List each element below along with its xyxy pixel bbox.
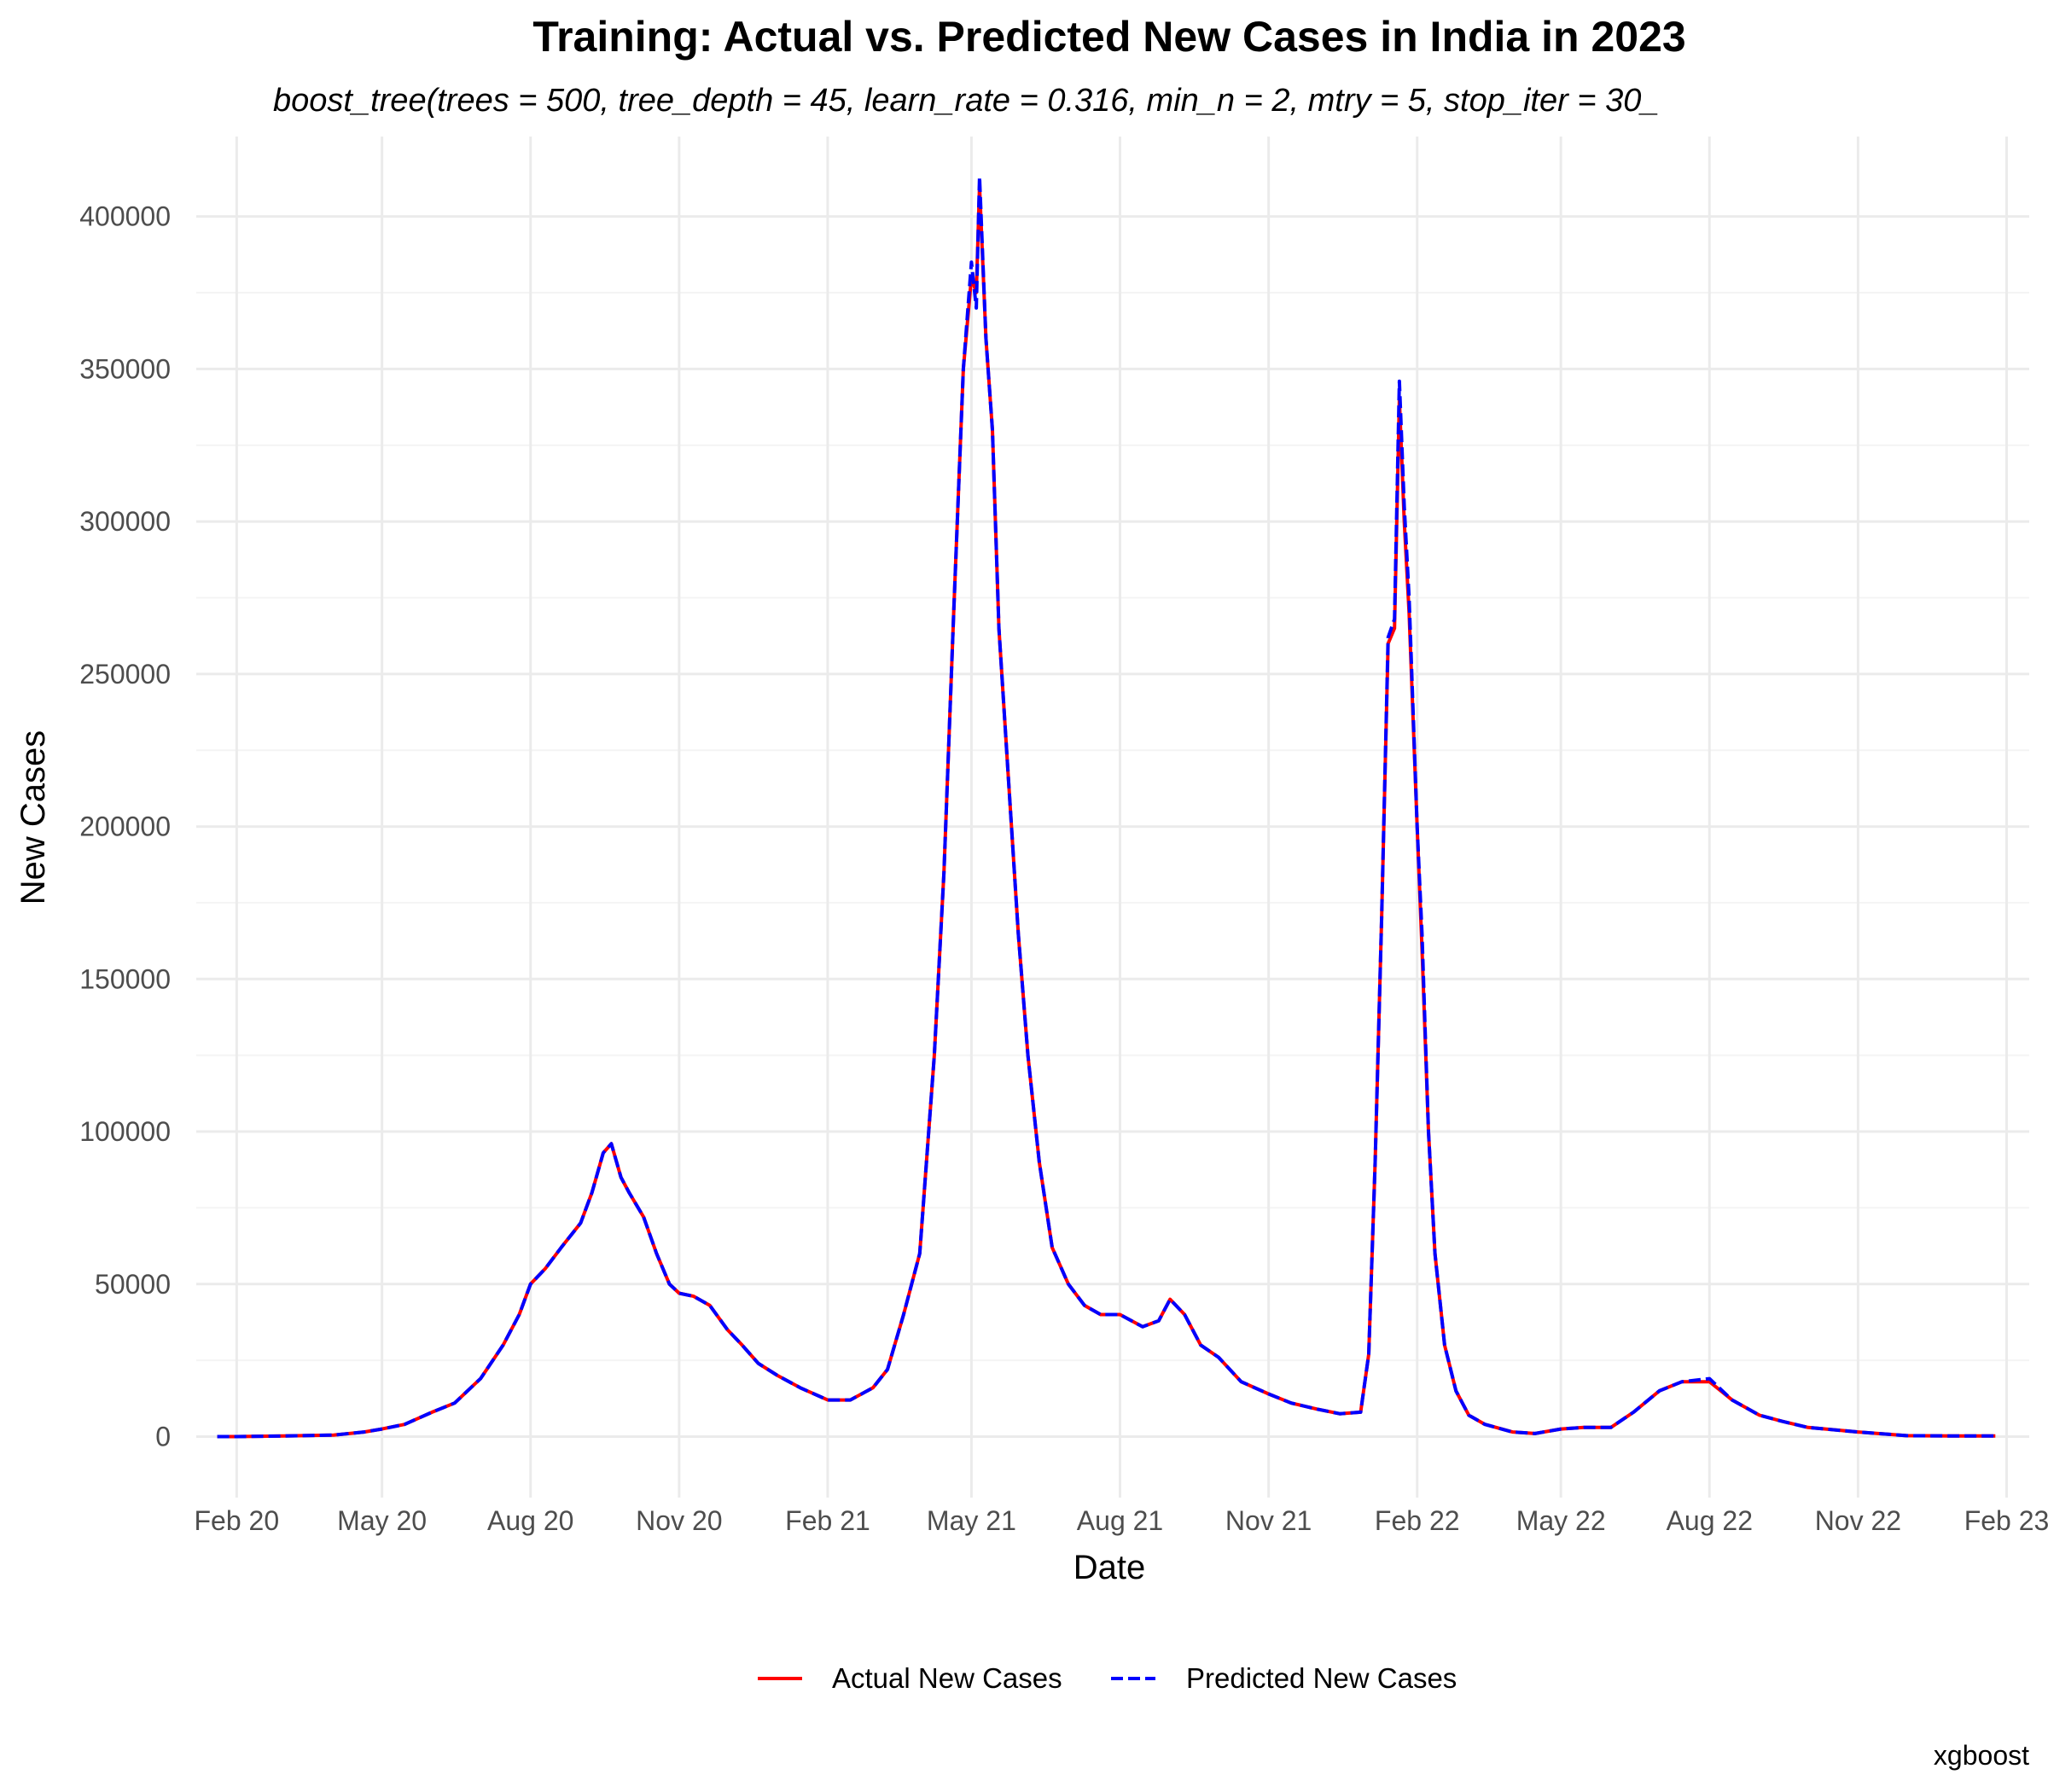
series-lines	[218, 177, 1996, 1436]
y-tick-label: 100000	[79, 1116, 171, 1147]
y-tick-label: 0	[155, 1422, 171, 1452]
x-tick-label: Nov 20	[636, 1505, 722, 1536]
chart-caption: xgboost	[1934, 1740, 2029, 1771]
x-axis-title: Date	[1073, 1549, 1146, 1586]
legend: Actual New Cases Predicted New Cases	[758, 1662, 1457, 1694]
x-tick-label: May 20	[337, 1505, 427, 1536]
chart-title: Training: Actual vs. Predicted New Cases…	[532, 13, 1685, 61]
y-tick-label: 150000	[79, 963, 171, 994]
x-tick-label: May 22	[1516, 1505, 1606, 1536]
x-tick-labels: Feb 20 May 20 Aug 20 Nov 20 Feb 21 May 21 Aug …	[195, 1505, 2048, 1536]
x-tick-label: Aug 22	[1667, 1505, 1753, 1536]
y-tick-label: 200000	[79, 812, 171, 842]
y-tick-label: 50000	[95, 1269, 171, 1300]
x-tick-label: Nov 22	[1815, 1505, 1901, 1536]
y-tick-labels: 0 50000 100000 150000 200000 250000 300000 3500…	[79, 201, 171, 1452]
y-tick-label: 300000	[79, 506, 171, 537]
y-tick-label: 350000	[79, 353, 171, 384]
x-tick-label: May 21	[927, 1505, 1016, 1536]
grid-lines	[196, 137, 2029, 1498]
x-tick-label: Feb 21	[785, 1505, 870, 1536]
x-tick-label: Feb 22	[1375, 1505, 1460, 1536]
x-tick-label: Nov 21	[1225, 1505, 1312, 1536]
x-tick-label: Feb 20	[195, 1505, 280, 1536]
series-line-predicted	[218, 177, 1996, 1436]
x-tick-label: Aug 20	[487, 1505, 573, 1536]
legend-label-actual: Actual New Cases	[832, 1662, 1062, 1694]
chart-subtitle: boost_tree(trees = 500, tree_depth = 45,…	[273, 83, 1659, 119]
y-tick-label: 250000	[79, 659, 171, 689]
legend-label-predicted: Predicted New Cases	[1186, 1662, 1457, 1694]
series-line-actual	[218, 186, 1996, 1437]
y-tick-label: 400000	[79, 201, 171, 232]
y-axis-title: New Cases	[15, 730, 52, 905]
x-tick-label: Aug 21	[1077, 1505, 1163, 1536]
x-tick-label: Feb 23	[1964, 1505, 2048, 1536]
